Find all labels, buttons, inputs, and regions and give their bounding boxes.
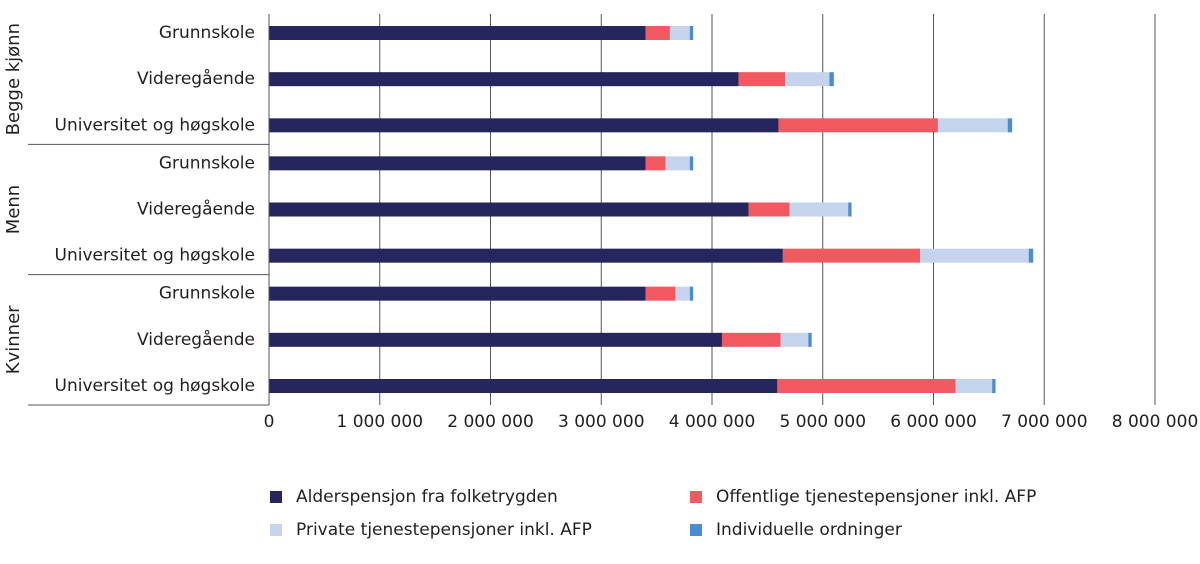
legend-swatch: [690, 524, 702, 536]
x-tick-label: 3 000 000: [558, 412, 645, 432]
bar-segment: [782, 248, 921, 263]
y-tick-label: Grunnskole: [159, 284, 255, 304]
bar-segment: [848, 202, 852, 217]
y-tick-label: Universitet og høgskole: [55, 115, 255, 135]
bar-segment: [829, 72, 834, 87]
group-label: Begge kjønn: [3, 23, 24, 135]
bar-segment: [269, 286, 646, 301]
legend-swatch: [690, 491, 702, 503]
bar-segment: [689, 286, 694, 301]
x-tick-label: 1 000 000: [336, 412, 423, 432]
y-tick-label: Universitet og høgskole: [55, 376, 255, 396]
x-tick-label: 0: [264, 412, 275, 432]
bar-segment: [748, 202, 790, 217]
bar-segment: [675, 286, 690, 301]
x-tick-label: 4 000 000: [669, 412, 756, 432]
bar-segment: [778, 118, 938, 133]
bar-segment: [789, 202, 849, 217]
legend-label: Alderspensjon fra folketrygden: [296, 487, 558, 507]
bar-segment: [955, 379, 993, 393]
legend-label: Offentlige tjenestepensjoner inkl. AFP: [716, 487, 1036, 507]
y-tick-label: Grunnskole: [159, 23, 255, 43]
bar-segment: [1007, 118, 1013, 133]
bar-segment: [689, 156, 694, 171]
bar-segment: [1028, 248, 1034, 263]
legend-label: Private tjenestepensjoner inkl. AFP: [296, 520, 592, 540]
bar-segment: [269, 202, 749, 217]
x-tick-label: 8 000 000: [1112, 412, 1199, 432]
y-tick-label: Videregående: [137, 199, 255, 220]
bar-segment: [269, 332, 722, 347]
bar-segment: [808, 332, 812, 347]
bar-segment: [780, 332, 809, 347]
bar-segment: [669, 26, 690, 40]
bar-segment: [920, 248, 1029, 263]
bar-segment: [777, 379, 956, 393]
x-tick-label: 7 000 000: [1001, 412, 1088, 432]
y-tick-label: Grunnskole: [159, 153, 255, 173]
x-tick-label: 5 000 000: [779, 412, 866, 432]
y-tick-label: Universitet og høgskole: [55, 246, 255, 266]
bar-segment: [645, 26, 670, 40]
bar-segment: [785, 72, 830, 87]
bar-segment: [992, 379, 996, 393]
legend-swatch: [270, 524, 282, 536]
bar-segment: [738, 72, 786, 87]
y-tick-label: Videregående: [137, 329, 255, 350]
bar-segment: [269, 248, 783, 263]
bar-segment: [269, 26, 646, 40]
bar-segment: [937, 118, 1008, 133]
bar-segment: [665, 156, 690, 171]
bar-segment: [269, 156, 646, 171]
bar-segment: [269, 379, 778, 393]
bar-segment: [269, 72, 739, 87]
x-tick-label: 2 000 000: [447, 412, 534, 432]
bar-segment: [645, 286, 676, 301]
legend-swatch: [270, 491, 282, 503]
bar-segment: [721, 332, 781, 347]
bar-segment: [269, 118, 779, 133]
x-tick-label: 6 000 000: [890, 412, 977, 432]
group-label: Kvinner: [3, 305, 24, 374]
bar-segment: [689, 26, 694, 40]
legend-label: Individuelle ordninger: [716, 520, 902, 540]
bar-segment: [645, 156, 666, 171]
y-tick-label: Videregående: [137, 68, 255, 89]
group-label: Menn: [3, 185, 24, 234]
